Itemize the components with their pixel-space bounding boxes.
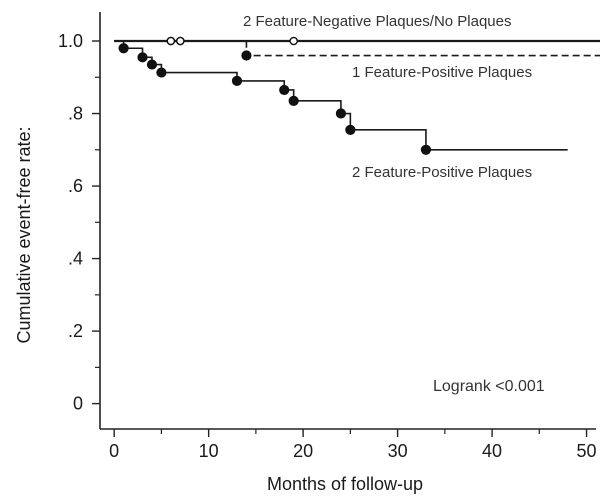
label-two-positive-plaques: 2 Feature-Positive Plaques [352, 164, 532, 181]
event-marker [345, 124, 356, 135]
curves [114, 39, 600, 151]
event-marker [146, 59, 158, 70]
event-marker [231, 75, 243, 86]
x-tick-label: 0 [109, 441, 119, 461]
censored-marker [176, 36, 185, 46]
censored-marker [289, 36, 298, 46]
event-marker [118, 43, 129, 54]
markers [118, 36, 432, 155]
censored-marker [166, 36, 176, 46]
logrank-annotation: Logrank <0.001 [433, 378, 545, 395]
curve-series-3 [114, 40, 568, 151]
label-negative-plaques: 2 Feature-Negative Plaques/No Plaques [243, 13, 512, 30]
x-tick-label: 40 [482, 441, 502, 461]
event-marker [137, 52, 148, 63]
axes: 0 10 20 30 40 50 0 .2 .4 .6 .8 1.0 [58, 12, 597, 461]
y-tick-label: .6 [68, 176, 83, 196]
x-tick-label: 50 [577, 441, 597, 461]
y-tick-label: 0 [73, 394, 83, 414]
y-tick-label: .2 [68, 321, 83, 341]
y-axis-title: Cumulative event-free rate: [14, 126, 34, 343]
y-tick-label: .8 [68, 104, 83, 124]
event-marker [335, 108, 347, 119]
x-tick-label: 10 [199, 441, 219, 461]
event-marker [279, 84, 290, 96]
event-marker [420, 144, 432, 155]
y-tick-label: 1.0 [58, 31, 83, 51]
event-marker [288, 95, 299, 106]
curve-series-2 [114, 40, 600, 57]
label-one-positive-plaque: 1 Feature-Positive Plaques [352, 64, 532, 81]
x-tick-label: 20 [293, 441, 313, 461]
event-marker [241, 50, 252, 61]
x-axis-title: Months of follow-up [267, 474, 423, 494]
event-marker [156, 67, 167, 78]
y-tick-label: .4 [68, 249, 83, 269]
x-tick-label: 30 [388, 441, 408, 461]
